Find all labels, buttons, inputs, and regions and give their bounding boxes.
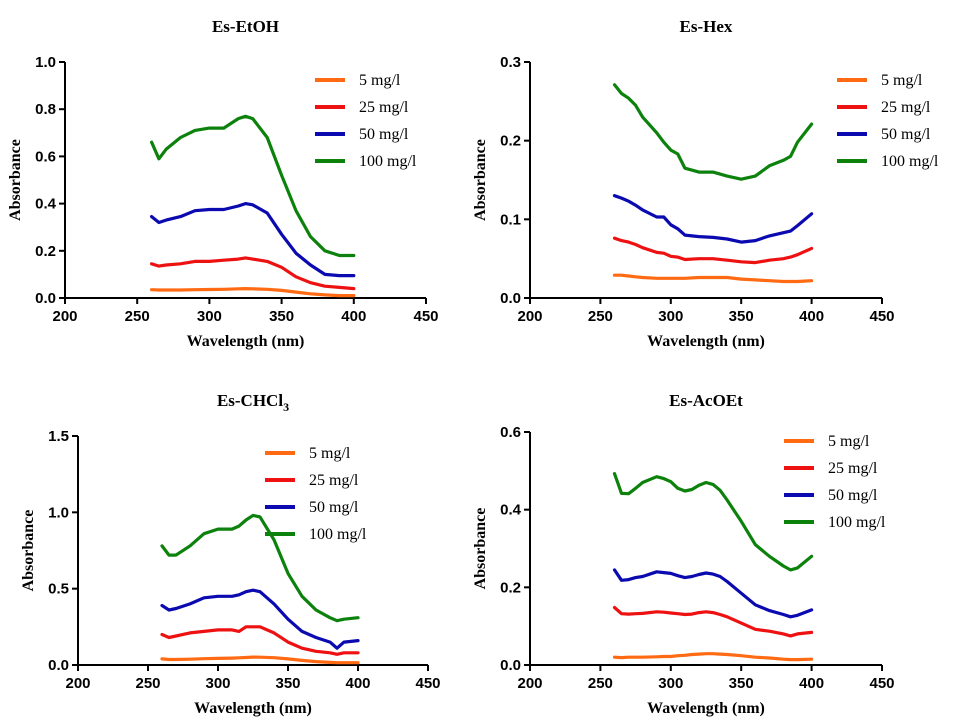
x-tick-label: 300 [658,675,683,692]
y-tick-label: 0.0 [48,657,69,674]
chart-panel-3: Es-CHCl3 0.0 0.5 1.0 1.5 200 250 300 350 400 450 Wa… [20,391,441,717]
legend: 5 mg/l 25 mg/l 50 mg/l 100 mg/l [315,72,417,170]
legend: 5 mg/l 25 mg/l 50 mg/l 100 mg/l [784,433,886,531]
y-tick-label: 0.2 [35,243,56,260]
series-line-50-mg-l [612,194,814,244]
y-tick-label: 0.6 [500,424,521,441]
x-tick-label: 400 [345,675,370,692]
x-tick-label: 350 [729,675,754,692]
legend: 5 mg/l 25 mg/l 50 mg/l 100 mg/l [837,72,939,170]
y-tick-label: 0.0 [500,290,521,307]
x-tick-label: 250 [125,308,150,325]
legend-label: 5 mg/l [309,445,351,462]
x-tick-label: 450 [413,308,438,325]
legend-label: 50 mg/l [881,126,931,143]
legend-label: 25 mg/l [881,99,931,116]
series-line-25-mg-l [612,605,814,638]
series-line-50-mg-l [160,588,360,650]
legend-label: 25 mg/l [828,460,878,477]
chart-panel-4: Es-AcOEt 0.0 0.2 0.4 0.6 200 250 300 350 400 450 Wa… [472,391,895,717]
y-tick-label: 0.0 [35,290,56,307]
y-tick-label: 1.0 [35,54,56,71]
series-line-25-mg-l [150,256,356,291]
y-tick-label: 1.0 [48,504,69,521]
x-tick-label: 250 [588,675,613,692]
x-axis-label: Wavelength (nm) [194,700,312,717]
y-tick-label: 0.4 [500,502,522,519]
legend-label: 100 mg/l [828,514,886,531]
series-line-5-mg-l [160,655,360,665]
x-tick-label: 350 [269,308,294,325]
x-tick-label: 400 [799,675,824,692]
y-tick-label: 0.5 [48,581,69,598]
legend-label: 25 mg/l [359,99,409,116]
legend-label: 50 mg/l [828,487,878,504]
legend-label: 25 mg/l [309,472,359,489]
x-tick-label: 350 [275,675,300,692]
y-tick-label: 0.8 [35,101,56,118]
chart-title: Es-CHCl3 [217,391,289,414]
legend-label: 100 mg/l [359,153,417,170]
series-line-50-mg-l [612,568,814,619]
x-tick-label: 250 [135,675,160,692]
x-tick-label: 250 [588,308,613,325]
series-line-25-mg-l [160,625,360,656]
x-tick-label: 200 [52,308,77,325]
x-tick-label: 450 [415,675,440,692]
y-axis-label: Absorbance [20,510,37,592]
legend-label: 5 mg/l [828,433,870,450]
y-axis-label: Absorbance [472,139,489,221]
y-axis-label: Absorbance [472,508,489,590]
legend: 5 mg/l 25 mg/l 50 mg/l 100 mg/l [265,445,367,543]
series-line-100-mg-l [612,83,814,181]
y-tick-label: 0.4 [35,196,57,213]
series-line-100-mg-l [160,513,360,623]
x-tick-label: 200 [517,675,542,692]
chart-panel-1: Es-EtOH 0.0 0.2 0.4 0.6 0.8 1.0 200 250 300 350 400… [7,17,439,350]
x-tick-label: 400 [799,308,824,325]
legend-label: 50 mg/l [309,499,359,516]
x-axis-label: Wavelength (nm) [187,333,305,350]
y-tick-label: 0.6 [35,148,56,165]
chart-title: Es-Hex [680,17,733,36]
x-tick-label: 300 [205,675,230,692]
y-axis-label: Absorbance [7,139,24,221]
y-tick-label: 0.3 [500,54,521,71]
legend-label: 100 mg/l [881,153,939,170]
y-tick-label: 0.0 [500,657,521,674]
x-axis-label: Wavelength (nm) [647,333,765,350]
x-tick-label: 450 [869,308,894,325]
x-tick-label: 200 [65,675,90,692]
x-tick-label: 300 [658,308,683,325]
series-line-5-mg-l [612,273,814,284]
x-axis-label: Wavelength (nm) [647,700,765,717]
x-tick-label: 450 [869,675,894,692]
y-tick-label: 0.2 [500,133,521,150]
series-line-5-mg-l [150,287,356,298]
legend-label: 50 mg/l [359,126,409,143]
series-line-100-mg-l [612,472,814,572]
legend-label: 5 mg/l [359,72,401,89]
x-tick-label: 350 [729,308,754,325]
legend-label: 100 mg/l [309,526,367,543]
chart-title: Es-AcOEt [669,391,743,410]
y-tick-label: 0.2 [500,579,521,596]
legend-label: 5 mg/l [881,72,923,89]
y-tick-label: 1.5 [48,428,69,445]
x-tick-label: 200 [517,308,542,325]
chart-panel-2: Es-Hex 0.0 0.1 0.2 0.3 200 250 300 350 400 450 Wave… [472,17,939,350]
x-tick-label: 300 [197,308,222,325]
series-line-50-mg-l [150,202,356,278]
chart-title: Es-EtOH [212,17,279,36]
x-tick-label: 400 [341,308,366,325]
series-line-25-mg-l [612,236,814,265]
series-line-100-mg-l [150,114,356,258]
y-tick-label: 0.1 [500,211,521,228]
series-line-5-mg-l [612,652,814,662]
